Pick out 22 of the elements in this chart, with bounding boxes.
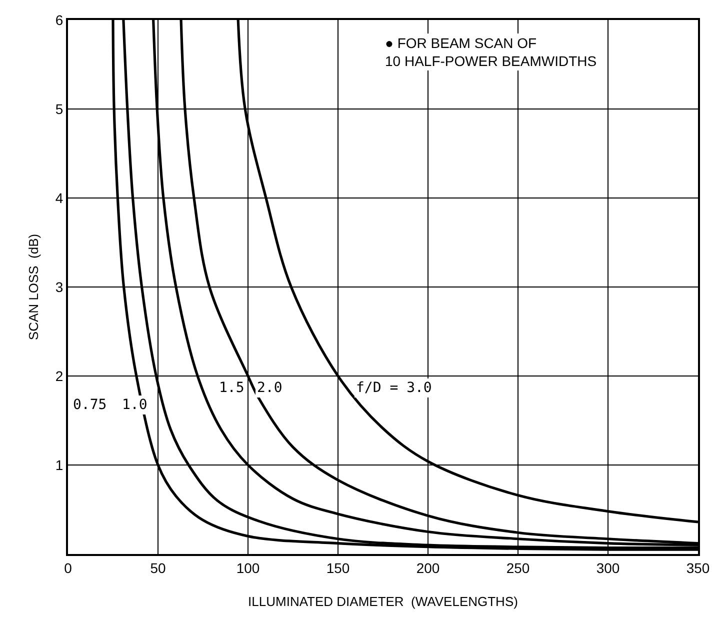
annotation: 2.0 — [257, 380, 282, 396]
y-tick-label: 2 — [55, 368, 64, 384]
x-tick-label: 150 — [326, 560, 350, 576]
y-tick-label: 3 — [55, 278, 64, 295]
x-tick-label: 250 — [506, 560, 530, 576]
y-tick-label: 6 — [55, 12, 64, 28]
y-tick-label: 5 — [55, 100, 64, 117]
annotation: ● FOR BEAM SCAN OF 10 HALF-POWER BEAMWIDTHS — [385, 35, 597, 70]
x-axis-title: ILLUMINATED DIAMETER (WAVELENGTHS) — [248, 594, 518, 609]
annotation: 1.0 — [122, 397, 148, 413]
y-tick-label: 4 — [55, 190, 64, 206]
x-tick-label: 50 — [150, 560, 166, 576]
x-tick-label: 300 — [596, 560, 620, 576]
y-tick-label: 1 — [55, 456, 64, 473]
annotation: 1.5 — [219, 380, 244, 396]
x-tick-label: 350 — [686, 560, 710, 576]
x-tick-label: 100 — [236, 560, 260, 576]
annotation: f/D = 3.0 — [356, 380, 432, 396]
y-axis-title: SCAN LOSS (dB) — [26, 234, 41, 340]
annotation: 0.75 — [73, 397, 107, 413]
x-tick-label: 0 — [64, 560, 72, 576]
x-tick-label: 200 — [416, 560, 440, 576]
